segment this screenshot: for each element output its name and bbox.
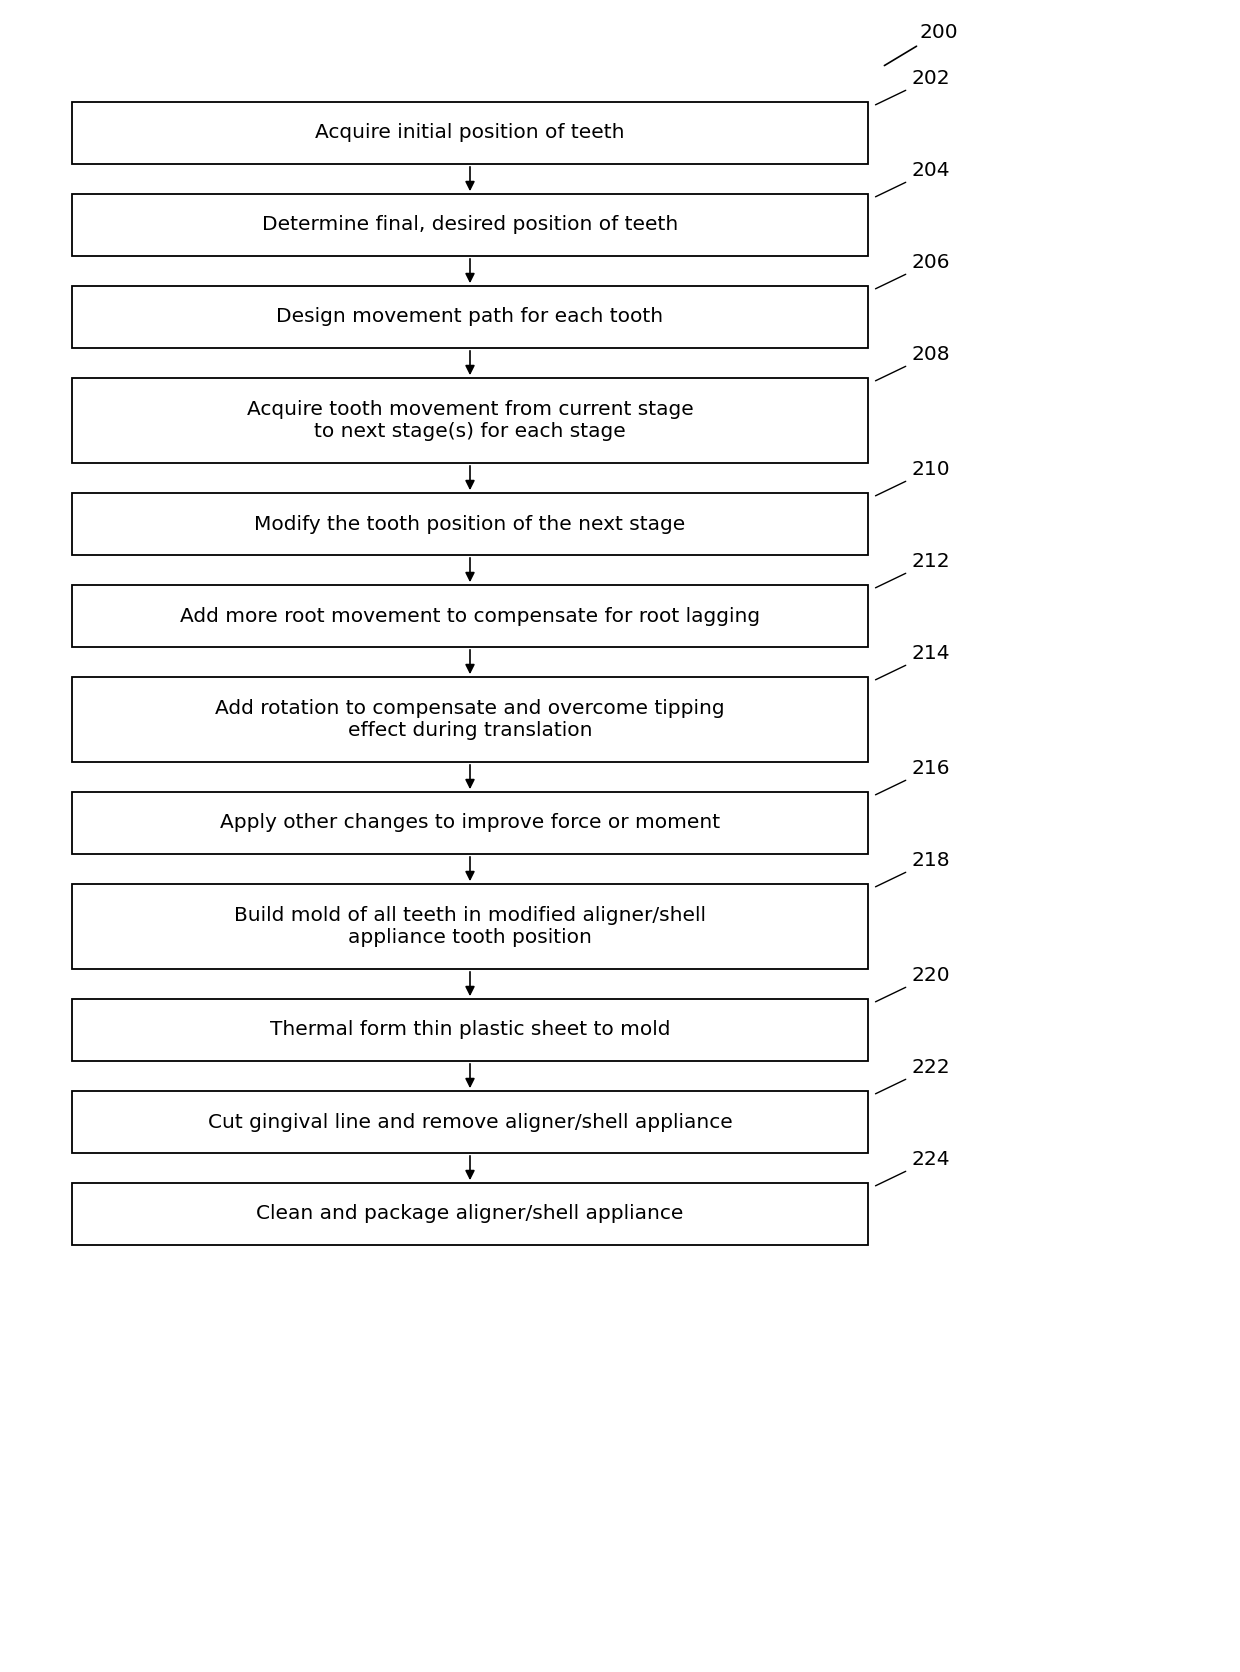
Text: 218: 218	[875, 851, 950, 886]
Text: 202: 202	[875, 69, 950, 105]
Text: Design movement path for each tooth: Design movement path for each tooth	[277, 308, 663, 326]
Bar	[72, 194, 868, 256]
Text: Clean and package aligner/shell appliance: Clean and package aligner/shell applianc…	[257, 1204, 683, 1224]
Bar	[72, 1092, 868, 1154]
Text: 208: 208	[875, 344, 950, 381]
Text: Modify the tooth position of the next stage: Modify the tooth position of the next st…	[254, 515, 686, 533]
Text: 216: 216	[875, 759, 950, 794]
Bar	[72, 884, 868, 970]
Bar	[72, 585, 868, 647]
Text: 220: 220	[875, 966, 950, 1002]
Text: Determine final, desired position of teeth: Determine final, desired position of tee…	[262, 216, 678, 234]
Text: 200: 200	[884, 23, 959, 65]
Text: Cut gingival line and remove aligner/shell appliance: Cut gingival line and remove aligner/she…	[207, 1112, 733, 1132]
Text: 222: 222	[875, 1058, 950, 1093]
Text: 204: 204	[875, 161, 950, 197]
Bar	[72, 286, 868, 348]
Text: 206: 206	[875, 252, 950, 289]
Text: 224: 224	[875, 1150, 950, 1185]
Bar	[72, 493, 868, 555]
Text: Thermal form thin plastic sheet to mold: Thermal form thin plastic sheet to mold	[270, 1020, 671, 1040]
Bar	[72, 378, 868, 463]
Bar	[72, 1184, 868, 1246]
Text: Acquire tooth movement from current stage
to next stage(s) for each stage: Acquire tooth movement from current stag…	[247, 400, 693, 441]
Text: 214: 214	[875, 644, 950, 681]
Bar	[72, 102, 868, 164]
Text: 212: 212	[875, 552, 950, 589]
Bar	[72, 998, 868, 1062]
Text: Build mold of all teeth in modified aligner/shell
appliance tooth position: Build mold of all teeth in modified alig…	[234, 906, 706, 946]
Text: 210: 210	[875, 460, 950, 497]
Bar	[72, 793, 868, 854]
Text: Acquire initial position of teeth: Acquire initial position of teeth	[315, 124, 625, 142]
Text: Add rotation to compensate and overcome tipping
effect during translation: Add rotation to compensate and overcome …	[216, 699, 725, 741]
Bar	[72, 677, 868, 762]
Text: Apply other changes to improve force or moment: Apply other changes to improve force or …	[219, 814, 720, 833]
Text: Add more root movement to compensate for root lagging: Add more root movement to compensate for…	[180, 607, 760, 625]
